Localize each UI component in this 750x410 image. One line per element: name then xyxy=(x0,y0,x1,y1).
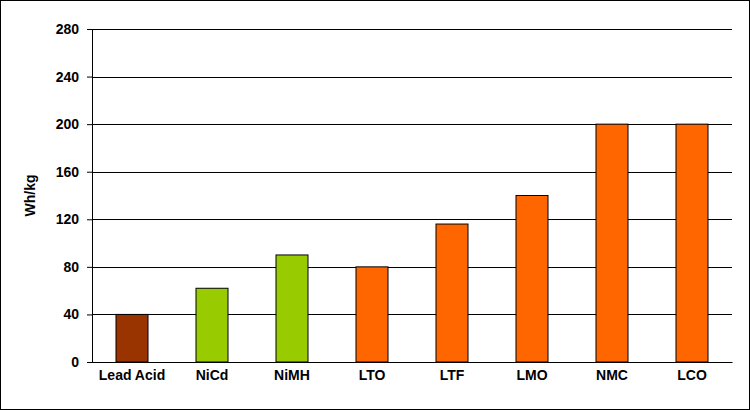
bar xyxy=(436,224,468,362)
y-tick-mark xyxy=(87,29,92,30)
y-tick-mark xyxy=(87,124,92,125)
y-tick-label: 280 xyxy=(56,21,80,37)
x-tick-label: NMC xyxy=(596,367,628,383)
y-axis-title: Wh/kg xyxy=(22,175,38,217)
y-tick: 80 xyxy=(63,259,92,275)
x-tick-label: NiCd xyxy=(196,367,229,383)
x-tick: NMC xyxy=(596,367,628,383)
y-tick-mark xyxy=(87,219,92,220)
y-tick-label: 240 xyxy=(56,69,80,85)
grid-line xyxy=(92,314,732,315)
grid-line xyxy=(92,219,732,220)
y-tick: 40 xyxy=(63,306,92,322)
bar xyxy=(276,255,308,362)
x-tick-label: Lead Acid xyxy=(99,367,165,383)
x-axis: Lead Acid NiCd NiMH LTO LTF LMO NMC LCO xyxy=(93,363,733,383)
y-tick-mark xyxy=(87,267,92,268)
x-tick-label: LTF xyxy=(440,367,465,383)
x-tick: NiCd xyxy=(196,367,229,383)
grid-line xyxy=(92,29,732,30)
chart: 0 40 80 120 160 200 240 280 Lead Acid NiCd NiMH LTO… xyxy=(0,0,750,410)
x-tick: NiMH xyxy=(274,367,310,383)
plot-area: 0 40 80 120 160 200 240 280 Lead Acid NiCd NiMH LTO… xyxy=(56,21,733,383)
x-tick: LTO xyxy=(359,367,386,383)
bar xyxy=(516,196,548,363)
bar xyxy=(196,288,228,362)
x-axis-line xyxy=(93,362,733,363)
y-tick: 120 xyxy=(56,211,92,227)
y-tick-label: 120 xyxy=(56,211,80,227)
y-tick-label: 40 xyxy=(63,306,79,322)
grid-line xyxy=(92,172,732,173)
bars xyxy=(116,124,708,362)
y-axis: 0 40 80 120 160 200 240 280 xyxy=(56,21,93,370)
x-tick: Lead Acid xyxy=(99,367,165,383)
chart-frame xyxy=(1,1,750,410)
y-tick-mark xyxy=(87,362,92,363)
y-axis-line xyxy=(87,30,93,363)
y-tick-label: 200 xyxy=(56,116,80,132)
bar xyxy=(116,314,148,362)
bar xyxy=(596,124,628,362)
y-tick: 160 xyxy=(56,164,92,180)
y-tick-label: 0 xyxy=(71,354,79,370)
y-tick: 280 xyxy=(56,21,92,37)
x-tick-label: LTO xyxy=(359,367,386,383)
x-tick-label: NiMH xyxy=(274,367,310,383)
y-tick-mark xyxy=(87,77,92,78)
y-tick: 240 xyxy=(56,69,92,85)
x-tick: LMO xyxy=(516,367,547,383)
grid-line xyxy=(92,124,732,125)
y-tick: 200 xyxy=(56,116,92,132)
bar xyxy=(676,124,708,362)
grid xyxy=(92,30,732,363)
x-tick-label: LCO xyxy=(677,367,707,383)
y-tick-label: 80 xyxy=(63,259,79,275)
y-tick-label: 160 xyxy=(56,164,80,180)
x-tick: LCO xyxy=(677,367,707,383)
y-tick-mark xyxy=(87,314,92,315)
grid-line xyxy=(92,362,732,363)
x-tick-label: LMO xyxy=(516,367,547,383)
y-tick-mark xyxy=(87,172,92,173)
bar xyxy=(356,267,388,362)
x-tick: LTF xyxy=(440,367,465,383)
grid-line xyxy=(92,77,732,78)
y-tick: 0 xyxy=(71,354,92,370)
grid-line xyxy=(92,267,732,268)
